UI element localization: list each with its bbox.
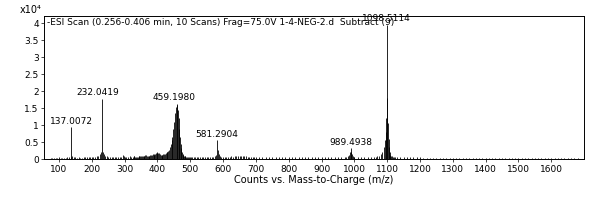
Text: 1098.5114: 1098.5114	[362, 14, 411, 23]
Text: x10⁴: x10⁴	[20, 5, 42, 15]
Text: 137.0072: 137.0072	[50, 117, 93, 126]
Text: 989.4938: 989.4938	[329, 137, 372, 146]
Text: -ESI Scan (0.256-0.406 min, 10 Scans) Frag=75.0V 1-4-NEG-2.d  Subtract (9): -ESI Scan (0.256-0.406 min, 10 Scans) Fr…	[47, 18, 394, 27]
Text: 459.1980: 459.1980	[152, 93, 195, 102]
Text: 581.2904: 581.2904	[195, 130, 238, 139]
X-axis label: Counts vs. Mass-to-Charge (m/z): Counts vs. Mass-to-Charge (m/z)	[234, 175, 394, 185]
Text: 232.0419: 232.0419	[76, 88, 119, 97]
